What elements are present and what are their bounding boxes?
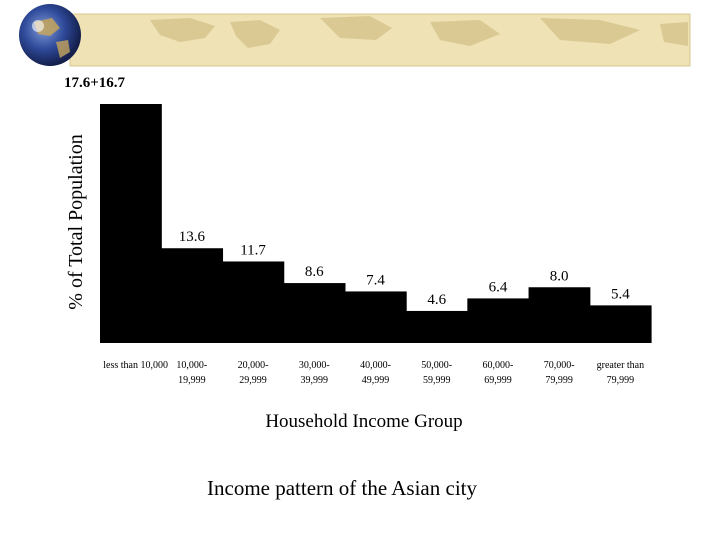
- income-bar-chart: 17.6+16.7 13.6 11.7 8.6 7.4 4.6 6.4 8.0 5.4 less…: [64, 75, 652, 432]
- category-label-7: 70,000-79,999: [544, 360, 575, 386]
- value-label-1: 13.6: [179, 229, 206, 245]
- y-axis-label: % of Total Population: [65, 134, 87, 309]
- bar-8: [589, 305, 652, 343]
- value-label-2: 11.7: [240, 242, 266, 258]
- value-label-7: 8.0: [550, 268, 569, 284]
- category-label-4: 40,000-49,999: [360, 360, 391, 386]
- value-label-8: 5.4: [611, 286, 630, 302]
- value-label-4: 7.4: [366, 272, 385, 288]
- value-label-0: 17.6+16.7: [64, 75, 126, 91]
- category-label-8: greater than 79,999: [597, 360, 644, 386]
- value-label-5: 4.6: [427, 292, 446, 308]
- value-label-6: 6.4: [489, 279, 508, 295]
- category-label-0: less than 10,000: [103, 360, 168, 371]
- category-labels: less than 10,000 10,000-19,999 20,000-29,9…: [103, 360, 644, 386]
- value-label-3: 8.6: [305, 264, 324, 280]
- globe-icon: [19, 4, 81, 66]
- bar-6: [467, 298, 530, 343]
- world-map-banner: [19, 4, 691, 67]
- bar-3: [283, 283, 346, 343]
- x-axis-label: Household Income Group: [265, 411, 462, 432]
- category-label-6: 60,000-69,999: [483, 360, 514, 386]
- category-label-3: 30,000-39,999: [299, 360, 330, 386]
- category-label-5: 50,000-59,999: [421, 360, 452, 386]
- value-labels: 17.6+16.7 13.6 11.7 8.6 7.4 4.6 6.4 8.0 5.4: [64, 75, 630, 308]
- bars: [100, 104, 652, 343]
- bar-4: [344, 291, 407, 343]
- category-label-2: 20,000-29,999: [238, 360, 269, 386]
- bar-2: [222, 261, 285, 343]
- category-label-1: 10,000-19,999: [176, 360, 207, 386]
- slide-caption: Income pattern of the Asian city: [207, 476, 477, 500]
- bar-5: [406, 310, 468, 343]
- bar-7: [528, 287, 591, 343]
- bar-1: [161, 248, 224, 343]
- bar-0: [100, 104, 162, 343]
